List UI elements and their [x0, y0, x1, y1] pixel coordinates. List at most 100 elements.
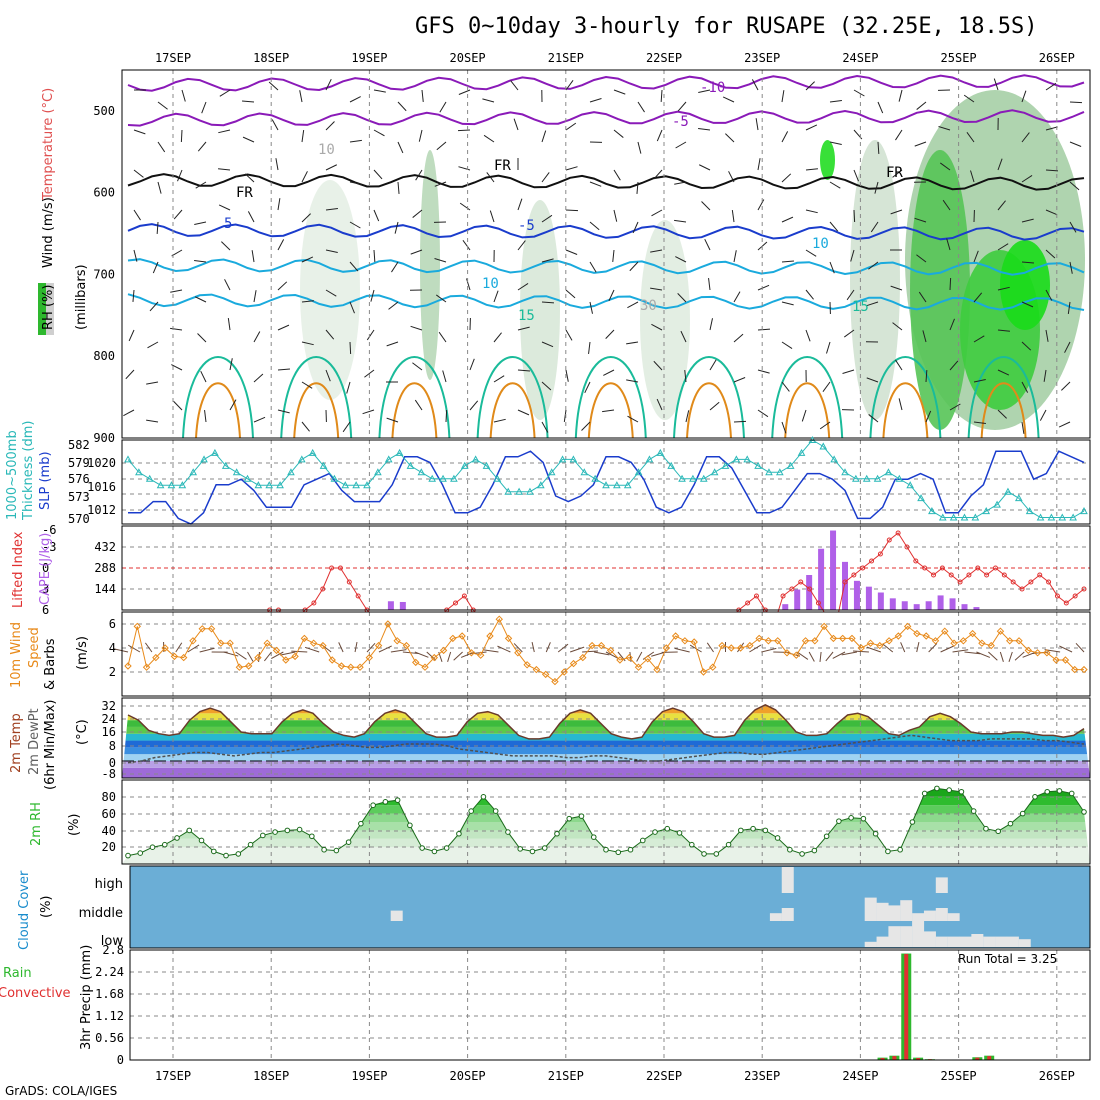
wind-point: [1061, 656, 1070, 664]
wind-barb: [846, 289, 855, 301]
cloud-bar-middle: [923, 910, 936, 921]
wind-barb: [733, 291, 741, 303]
wind-barb: [651, 323, 663, 331]
wind-barb: [731, 210, 735, 223]
wind-barb: [997, 243, 1009, 251]
li-point: [984, 572, 990, 578]
wind-barb: [541, 421, 549, 433]
wind-barb: [517, 198, 523, 211]
wind-barb: [870, 221, 879, 233]
wind-tick-label: 2: [109, 665, 116, 679]
cape-bar: [865, 586, 872, 610]
wind-barb: [589, 301, 593, 314]
wind-barb: [629, 261, 639, 272]
li-point: [1037, 572, 1043, 578]
wind-barb: [925, 410, 932, 423]
wind-barb: [397, 181, 400, 194]
wind-barb: [373, 129, 385, 137]
wind-barb: [301, 130, 305, 143]
wind-barb: [325, 289, 337, 297]
wind-barb: [123, 409, 135, 417]
wind-barb: [922, 330, 927, 343]
cape-bar: [794, 589, 801, 610]
wind-barb: [997, 200, 1006, 211]
wind-barb: [1021, 381, 1029, 393]
li-point: [1010, 579, 1016, 585]
cloud-bar-middle: [390, 910, 403, 921]
wind-barb: [636, 181, 639, 194]
wind-barb: [378, 645, 392, 653]
cape-bar: [901, 601, 908, 610]
rh-blob: [850, 140, 900, 420]
wind-barb: [459, 202, 471, 211]
wind-point: [421, 663, 429, 671]
temp-contour: [127, 74, 1085, 92]
wind-point: [634, 663, 643, 671]
wind-point: [504, 634, 513, 643]
cape-tick-label: 432: [94, 540, 116, 554]
li-point: [1019, 586, 1025, 592]
wind-point: [968, 629, 977, 638]
wind-barb: [701, 201, 711, 211]
wind-point: [801, 637, 810, 645]
wind-barb: [1014, 651, 1025, 661]
wind-speed-line: [127, 618, 1084, 683]
temp-contour-diurnal: [869, 356, 942, 439]
li-point: [860, 565, 866, 571]
thickness-tick-label: 573: [68, 490, 90, 504]
wind-point: [449, 634, 457, 643]
precip-tick-label: 1.68: [95, 987, 124, 1001]
thickness-point: [656, 448, 665, 456]
wind-point: [866, 639, 875, 647]
wind-barb: [171, 364, 183, 371]
wind-barb: [805, 289, 814, 300]
temp-tick-label: 8: [109, 739, 116, 753]
wind-barb: [1059, 645, 1073, 653]
temp-contour: [127, 173, 1085, 191]
cloud-bar-low: [864, 941, 877, 947]
wind-barb: [651, 209, 663, 217]
li-point: [975, 565, 981, 571]
rh-point: [934, 785, 940, 792]
wind-point: [198, 625, 206, 633]
cloud-bar-low: [1006, 936, 1019, 947]
wind-point: [644, 655, 652, 663]
slp-tick-label: 1020: [87, 456, 116, 470]
cape-bar: [913, 604, 920, 610]
li-point: [1046, 579, 1052, 585]
wind-point: [393, 637, 401, 645]
wind-barb: [275, 158, 279, 171]
dewpoint-line: [127, 734, 1085, 764]
wind-barb: [199, 647, 215, 653]
wind-point: [1024, 646, 1033, 655]
cloud-bar-middle: [947, 913, 960, 921]
wind-barb: [589, 221, 600, 231]
wind-barb: [438, 331, 447, 343]
wind-barb: [898, 89, 903, 102]
temp-band: [122, 740, 1090, 748]
slp-label-1: 1000~500mb: [5, 430, 20, 520]
thickness-point: [645, 455, 654, 463]
wind-barb: [301, 256, 314, 263]
li-point: [311, 600, 317, 606]
wind-barb: [805, 124, 818, 131]
wind-barb: [466, 278, 471, 291]
upper-label-temp: Temperature (°C): [41, 88, 56, 201]
wind-barb: [757, 241, 768, 251]
wind-barb: [733, 377, 746, 383]
upper-label-unit: (millibars): [74, 264, 89, 330]
rh-point: [848, 815, 854, 821]
wind-point: [1071, 665, 1079, 674]
rh-point: [456, 830, 462, 837]
rh-point: [811, 847, 818, 854]
li-point: [869, 558, 875, 564]
wind-point: [681, 637, 689, 645]
wind-barb: [650, 249, 663, 253]
wind-point: [217, 639, 225, 647]
wind-panel: 6 4 2 10m Wind Speed & Barbs (m/s): [9, 611, 1091, 697]
thickness-point: [406, 461, 415, 469]
wind-barb: [149, 301, 159, 312]
